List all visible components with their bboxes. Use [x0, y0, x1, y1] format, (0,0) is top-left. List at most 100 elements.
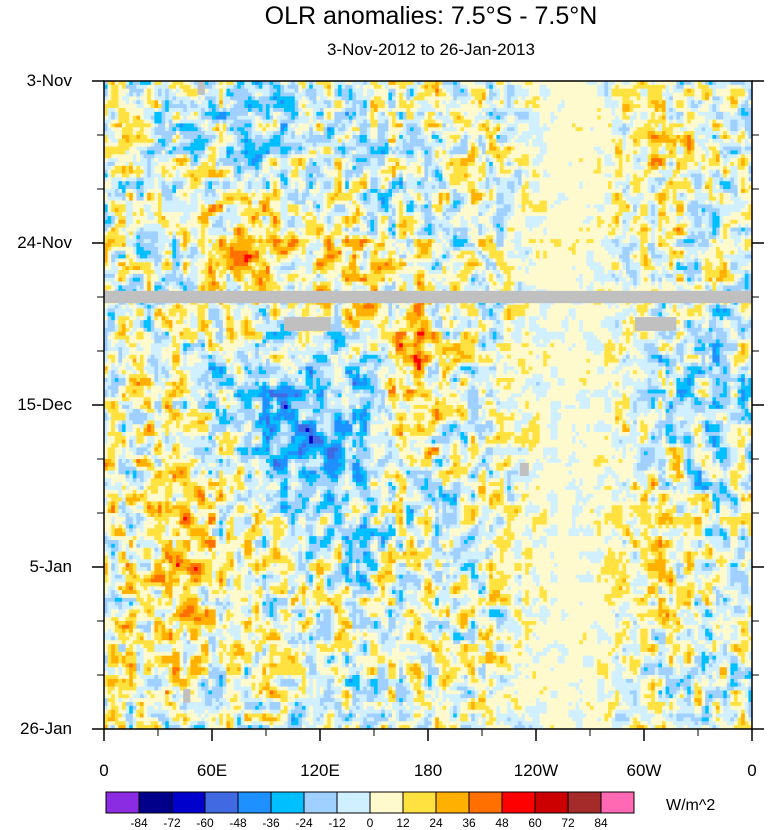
field-cell — [334, 104, 338, 108]
field-cell — [291, 93, 295, 97]
field-cell — [626, 116, 630, 120]
field-cell — [716, 112, 720, 116]
field-cell — [673, 85, 677, 89]
field-cell — [291, 96, 295, 100]
field-cell — [622, 93, 626, 97]
field-cell — [309, 85, 313, 89]
field-cell — [316, 116, 320, 120]
field-cell — [525, 100, 529, 104]
field-cell — [316, 96, 320, 100]
field-cell — [518, 116, 522, 120]
field-cell — [223, 89, 227, 93]
field-cell — [612, 108, 616, 112]
field-cell — [496, 96, 500, 100]
field-cell — [615, 116, 619, 120]
field-cell — [291, 85, 295, 89]
field-cell — [334, 100, 338, 104]
field-cell — [554, 120, 558, 124]
field-cell — [136, 104, 140, 108]
field-cell — [414, 93, 418, 97]
field-cell — [273, 93, 277, 97]
field-cell — [720, 96, 724, 100]
field-cell — [586, 104, 590, 108]
field-cell — [136, 120, 140, 124]
field-cell — [313, 112, 317, 116]
field-cell — [298, 93, 302, 97]
field-cell — [248, 96, 252, 100]
field-cell — [514, 100, 518, 104]
field-cell — [518, 104, 522, 108]
field-cell — [432, 96, 436, 100]
field-cell — [327, 116, 331, 120]
field-cell — [147, 89, 151, 93]
field-cell — [630, 93, 634, 97]
field-cell — [345, 96, 349, 100]
field-cell — [666, 100, 670, 104]
field-cell — [270, 89, 274, 93]
field-cell — [370, 96, 374, 100]
field-cell — [270, 96, 274, 100]
field-cell — [306, 112, 310, 116]
field-cell — [298, 104, 302, 108]
field-cell — [414, 112, 418, 116]
field-cell — [392, 116, 396, 120]
field-cell — [198, 104, 202, 108]
field-cell — [172, 100, 176, 104]
field-cell — [399, 93, 403, 97]
field-cell — [140, 85, 144, 89]
field-cell — [734, 93, 738, 97]
field-cell — [205, 108, 209, 112]
field-cell — [471, 108, 475, 112]
field-cell — [518, 85, 522, 89]
field-cell — [334, 85, 338, 89]
field-cell — [529, 116, 533, 120]
field-cell — [115, 100, 119, 104]
field-cell — [396, 120, 400, 124]
field-cell — [540, 89, 544, 93]
field-cell — [468, 93, 472, 97]
field-cell — [169, 112, 173, 116]
field-cell — [216, 100, 220, 104]
field-cell — [446, 100, 450, 104]
field-cell — [540, 93, 544, 97]
field-cell — [705, 116, 709, 120]
field-cell — [126, 116, 130, 120]
field-cell — [162, 108, 166, 112]
field-cell — [342, 116, 346, 120]
field-cell — [442, 120, 446, 124]
field-cell — [608, 93, 612, 97]
field-cell — [234, 112, 238, 116]
field-cell — [327, 89, 331, 93]
field-cell — [504, 108, 508, 112]
field-cell — [464, 120, 468, 124]
field-cell — [662, 116, 666, 120]
field-cell — [702, 116, 706, 120]
field-cell — [388, 112, 392, 116]
field-cell — [158, 89, 162, 93]
field-cell — [705, 89, 709, 93]
field-cell — [356, 89, 360, 93]
field-cell — [612, 112, 616, 116]
field-cell — [381, 116, 385, 120]
field-cell — [237, 89, 241, 93]
field-cell — [720, 85, 724, 89]
field-cell — [446, 112, 450, 116]
field-cell — [565, 100, 569, 104]
field-cell — [673, 104, 677, 108]
field-cell — [630, 96, 634, 100]
field-cell — [388, 104, 392, 108]
field-cell — [270, 120, 274, 124]
field-cell — [176, 104, 180, 108]
field-cell — [471, 104, 475, 108]
field-cell — [723, 104, 727, 108]
field-cell — [655, 116, 659, 120]
field-cell — [219, 104, 223, 108]
field-cell — [716, 100, 720, 104]
field-cell — [626, 104, 630, 108]
field-cell — [446, 96, 450, 100]
field-cell — [356, 112, 360, 116]
field-cell — [547, 112, 551, 116]
field-cell — [154, 93, 158, 97]
field-cell — [273, 85, 277, 89]
field-cell — [226, 112, 230, 116]
